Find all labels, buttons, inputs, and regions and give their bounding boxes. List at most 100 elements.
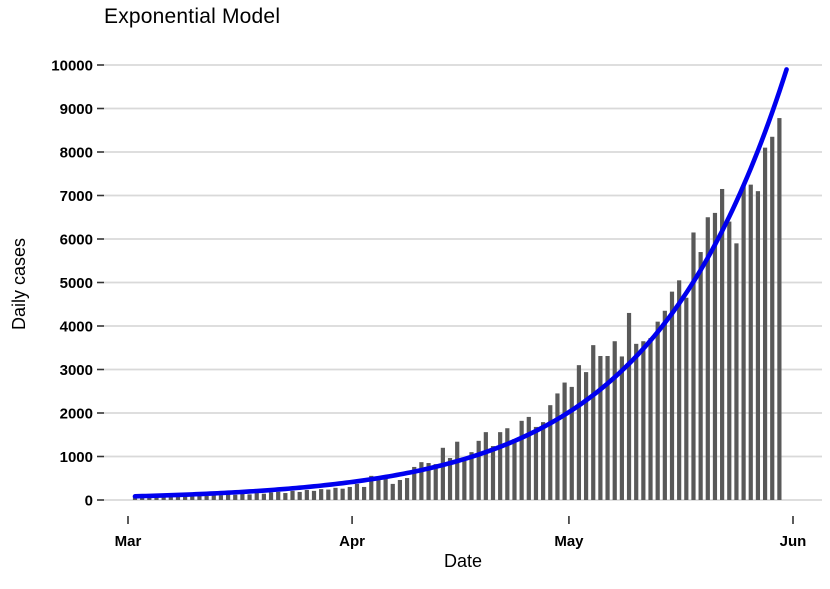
daily-cases-bar — [662, 310, 667, 500]
daily-cases-bar — [655, 321, 660, 500]
daily-cases-bar — [383, 474, 388, 500]
daily-cases-bar — [720, 188, 725, 501]
daily-cases-bar — [204, 495, 209, 500]
daily-cases-bar — [183, 496, 188, 500]
daily-cases-bar — [283, 493, 288, 500]
x-tick-label: Mar — [115, 533, 142, 550]
daily-cases-bar — [548, 405, 553, 500]
daily-cases-bar — [268, 492, 274, 500]
daily-cases-bar — [555, 393, 560, 500]
daily-cases-bar — [533, 426, 539, 500]
daily-cases-bar — [462, 460, 467, 500]
daily-cases-bar — [419, 462, 424, 500]
daily-cases-bar — [290, 490, 295, 500]
daily-cases-bar — [741, 184, 746, 501]
daily-cases-bar — [562, 382, 567, 500]
daily-cases-bar — [240, 493, 245, 500]
daily-cases-bar — [705, 217, 710, 500]
daily-cases-bar — [211, 494, 216, 500]
daily-cases-bar — [412, 466, 417, 500]
daily-cases-bar — [440, 447, 445, 500]
daily-cases-bar — [261, 493, 266, 500]
daily-cases-bar — [626, 312, 632, 500]
daily-cases-bar — [698, 252, 703, 500]
daily-cases-bar — [691, 232, 696, 501]
daily-cases-bar — [333, 487, 338, 500]
chart-title: Exponential Model — [104, 5, 281, 28]
daily-cases-bar — [276, 491, 281, 500]
daily-cases-bar — [770, 136, 775, 500]
daily-cases-bar — [598, 356, 603, 500]
daily-cases-bar — [304, 490, 309, 500]
daily-cases-bar — [455, 441, 460, 500]
daily-cases-bar — [777, 118, 782, 500]
daily-cases-bar — [147, 496, 152, 500]
daily-cases-bar — [519, 420, 524, 500]
daily-cases-bar — [369, 475, 374, 500]
daily-cases-bar — [225, 494, 231, 500]
y-tick-label: 9000 — [60, 101, 93, 118]
y-tick-label: 5000 — [60, 275, 93, 292]
daily-cases-bar — [498, 432, 503, 500]
daily-cases-bar — [727, 221, 732, 500]
y-tick-label: 6000 — [60, 232, 93, 249]
daily-cases-bar — [218, 495, 224, 500]
x-tick-label: May — [554, 533, 584, 550]
x-axis-title: Date — [443, 551, 483, 571]
daily-cases-bar — [161, 496, 166, 500]
daily-cases-bar — [469, 452, 474, 500]
daily-cases-bar — [433, 464, 438, 500]
daily-cases-bar — [168, 496, 173, 500]
daily-cases-bar — [505, 428, 510, 500]
y-tick-label: 2000 — [60, 406, 93, 423]
y-tick-label: 3000 — [60, 362, 93, 379]
daily-cases-bar — [233, 494, 238, 500]
daily-cases-bar — [397, 479, 403, 500]
daily-cases-bar — [762, 147, 768, 500]
y-tick-label: 7000 — [60, 188, 93, 205]
daily-cases-bar — [362, 486, 367, 500]
y-tick-label: 4000 — [60, 319, 93, 336]
daily-cases-bar — [605, 356, 610, 500]
daily-cases-bar — [569, 386, 574, 500]
daily-cases-bar — [175, 495, 181, 500]
daily-cases-bar — [140, 496, 145, 500]
model-curve — [132, 67, 789, 499]
daily-cases-bar — [347, 486, 352, 500]
daily-cases-bar — [712, 212, 718, 500]
daily-cases-bar — [354, 483, 360, 500]
daily-cases-bar — [426, 463, 431, 500]
y-tick-label: 8000 — [60, 145, 93, 162]
daily-cases-bar — [483, 432, 488, 500]
daily-cases-bar — [576, 365, 582, 500]
daily-cases-bar — [254, 493, 259, 500]
daily-cases-bar — [612, 341, 617, 500]
daily-cases-bar — [311, 490, 317, 500]
daily-cases-bar — [734, 243, 739, 500]
daily-cases-bar — [476, 440, 481, 500]
y-tick-label: 1000 — [60, 449, 93, 466]
daily-cases-bar — [591, 345, 596, 500]
daily-cases-bar — [297, 491, 302, 500]
daily-cases-bar — [526, 416, 531, 500]
daily-cases-bar — [390, 483, 395, 500]
daily-cases-bar — [340, 488, 345, 500]
daily-cases-bar — [319, 489, 324, 501]
x-tick-label: Jun — [780, 533, 807, 550]
daily-cases-bar — [641, 341, 646, 500]
daily-cases-bar — [447, 458, 453, 500]
daily-cases-bar — [748, 184, 753, 501]
y-tick-label: 0 — [85, 493, 93, 510]
daily-cases-bar — [190, 495, 195, 500]
daily-cases-bar — [634, 343, 639, 500]
daily-cases-bar — [376, 477, 381, 500]
daily-cases-bar — [404, 478, 410, 500]
daily-cases-bar — [755, 191, 761, 500]
daily-cases-bar — [490, 446, 496, 500]
daily-cases-bar — [512, 439, 517, 500]
daily-cases-bar — [669, 291, 675, 500]
daily-cases-bar — [619, 356, 624, 500]
x-tick-label: Apr — [339, 533, 365, 550]
